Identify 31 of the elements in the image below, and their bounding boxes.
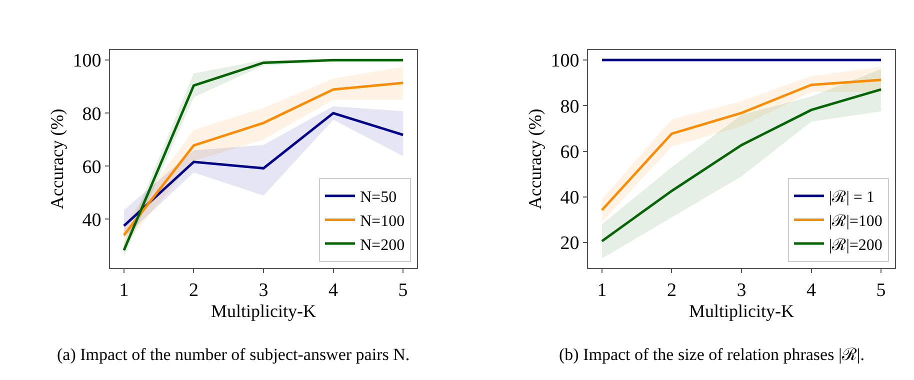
y-tick-label: 80	[560, 96, 580, 118]
x-axis-title: Multiplicity-K	[689, 300, 794, 321]
y-tick-label: 100	[550, 50, 580, 72]
y-axis-title: Accuracy (%)	[524, 108, 545, 210]
x-tick-label: 5	[876, 280, 886, 301]
x-tick-label: 2	[666, 280, 676, 301]
text: (a) Impact of the number of subject-answer pairs N.	[57, 345, 410, 364]
x-tick-label: 5	[398, 280, 408, 301]
legend-label: |ℛ|=200	[829, 236, 882, 254]
y-tick-label: 20	[560, 233, 580, 254]
x-tick-label: 2	[188, 280, 198, 301]
legend-label: |ℛ|=100	[829, 212, 882, 230]
x-tick-label: 1	[119, 280, 129, 301]
legend-label: N=200	[360, 236, 405, 254]
legend-label: N=100	[360, 212, 405, 230]
y-tick-label: 60	[82, 156, 102, 178]
text: (b) Impact of the size of relation phrases |ℛ|.	[559, 345, 865, 364]
x-tick-label: 4	[328, 280, 339, 301]
x-tick-label: 3	[736, 280, 746, 301]
y-axis-title: Accuracy (%)	[46, 108, 67, 210]
x-tick-label: 4	[806, 280, 817, 301]
y-tick-label: 40	[82, 210, 102, 231]
x-tick-label: 3	[258, 280, 268, 301]
y-tick-label: 60	[560, 142, 580, 163]
x-axis-title: Multiplicity-K	[211, 300, 316, 321]
x-tick-label: 1	[597, 280, 607, 301]
y-tick-label: 80	[82, 104, 102, 125]
legend-label: N=50	[360, 189, 397, 206]
legend-label: |ℛ| = 1	[829, 189, 874, 206]
y-tick-label: 40	[560, 188, 580, 208]
y-tick-label: 100	[72, 50, 102, 72]
